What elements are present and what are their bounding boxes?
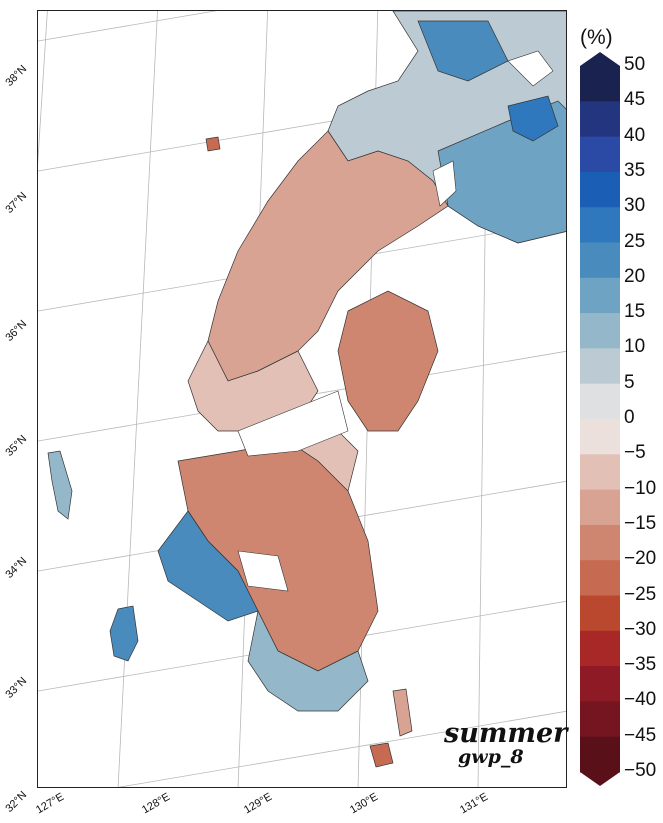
island-dokdo [205, 136, 221, 152]
colorbar-tick-label: 0 [624, 407, 635, 428]
lat-label-38-out: 38°N [3, 63, 30, 89]
bay-south [237, 550, 289, 592]
region-north-coast [417, 20, 509, 82]
lon-label-128: 128°E [140, 790, 173, 817]
colorbar-bin [580, 560, 620, 596]
lon-label-127: 127°E [34, 790, 67, 817]
region-kanto-dark [507, 95, 559, 142]
colorbar-bin [580, 666, 620, 702]
colorbar-tick-label: −15 [624, 512, 657, 534]
colorbar-bin [580, 595, 620, 632]
colorbar-bin [580, 207, 620, 243]
colorbar-bin [580, 524, 620, 561]
colorbar-tick-label: −5 [624, 442, 646, 464]
island-goto [109, 605, 139, 662]
colorbar-arrow-bottom [580, 772, 620, 786]
colorbar-bin [580, 736, 620, 773]
bay-east [432, 160, 457, 207]
map-canvas [38, 11, 566, 787]
colorbar-tick-label: −45 [624, 724, 657, 746]
colorbar-bin [580, 66, 620, 102]
colorbar-tick-label: 10 [624, 336, 646, 358]
colorbar-bin [580, 242, 620, 279]
lat-label-34-out: 34°N [3, 555, 30, 581]
colorbar-bin [580, 454, 620, 491]
colorbar-tick-label: 45 [624, 89, 646, 111]
region-kyushu-north [157, 510, 259, 622]
region-chubu-west [207, 130, 449, 382]
lon-label-131: 131°E [458, 790, 491, 817]
colorbar-tick-label: −50 [624, 760, 657, 781]
colorbar-tick-label: 30 [624, 195, 646, 217]
bay-north [507, 50, 554, 87]
island-south-1 [392, 688, 413, 737]
colorbar-bin [580, 136, 620, 173]
lat-label-36-out: 36°N [3, 318, 30, 344]
colorbar-bin [580, 701, 620, 738]
colorbar-bin [580, 171, 620, 208]
inland-sea [237, 390, 349, 457]
colorbar-bin [580, 313, 620, 349]
colorbar-bin [580, 489, 620, 526]
water-bodies [237, 50, 554, 592]
colorbar-bin [580, 348, 620, 385]
lat-label-32-out: 32°N [3, 789, 30, 815]
colorbar-tick-label: −10 [624, 477, 657, 499]
island-west [47, 450, 73, 520]
lat-label-33-out: 33°N [3, 675, 30, 701]
colorbar-tick-label: −40 [624, 689, 657, 711]
region-kinki [337, 290, 439, 432]
colorbar-unit: (%) [580, 26, 613, 49]
colorbar-tick-label: 5 [624, 371, 635, 393]
lon-label-130: 130°E [348, 790, 381, 817]
colorbar-arrow-top [580, 52, 620, 66]
colorbar-tick-label: −25 [624, 583, 657, 605]
colorbar-tick-label: −20 [624, 548, 657, 570]
colorbar-bin [580, 419, 620, 455]
lat-label-35-out: 35°N [3, 433, 30, 459]
colorbar-tick-label: 25 [624, 230, 646, 252]
land [47, 11, 566, 768]
map-frame: 38°N 37°N 36°N 35°N 34°N 33°N [37, 10, 567, 788]
colorbar-tick-label: −35 [624, 654, 657, 676]
colorbar-bin [580, 101, 620, 138]
season-title: summer [444, 718, 568, 749]
colorbar-tick-label: 15 [624, 301, 646, 323]
colorbar-tick-label: 40 [624, 124, 646, 146]
colorbar-tick-label: 20 [624, 265, 646, 287]
lat-label-37-out: 37°N [3, 190, 30, 216]
colorbar [580, 52, 620, 786]
island-south-2 [369, 742, 394, 768]
colorbar-bin [580, 277, 620, 314]
region-kyushu-south [247, 609, 369, 712]
colorbar-tick-label: 35 [624, 159, 646, 181]
model-subtitle: gwp_8 [458, 746, 524, 768]
colorbar-bin [580, 630, 620, 667]
lon-label-129: 129°E [242, 790, 275, 817]
colorbar-bin [580, 383, 620, 420]
colorbar-tick-label: 50 [624, 54, 646, 75]
colorbar-tick-label: −30 [624, 618, 657, 640]
